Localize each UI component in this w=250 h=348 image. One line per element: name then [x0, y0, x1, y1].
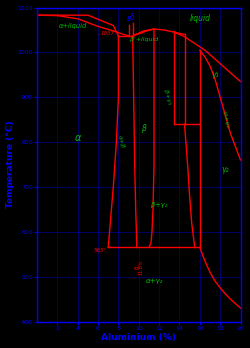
Text: δ: δ [130, 13, 135, 22]
Text: 11.8%: 11.8% [138, 260, 143, 275]
Text: γ₁+γ₂: γ₁+γ₂ [221, 111, 229, 129]
Y-axis label: Temperature (°C): Temperature (°C) [6, 121, 15, 208]
Text: α+β: α+β [117, 135, 126, 149]
Text: β+γ₂: β+γ₂ [151, 202, 167, 208]
Text: β+γ₁: β+γ₁ [163, 89, 172, 105]
Text: β: β [142, 124, 146, 133]
Text: α+liquid: α+liquid [58, 23, 87, 29]
Text: β'+liquid: β'+liquid [130, 37, 158, 42]
Text: 1037: 1037 [101, 31, 115, 36]
X-axis label: Aluminium (%): Aluminium (%) [101, 333, 176, 342]
Text: α+γ₂: α+γ₂ [145, 278, 163, 284]
Text: ε: ε [126, 14, 131, 23]
Text: liquid: liquid [189, 14, 210, 23]
Text: β: β [135, 266, 140, 269]
Text: 565°: 565° [94, 248, 107, 253]
Text: γ₁: γ₁ [211, 70, 219, 79]
Text: γ₂: γ₂ [222, 165, 229, 174]
Text: α: α [74, 133, 81, 143]
